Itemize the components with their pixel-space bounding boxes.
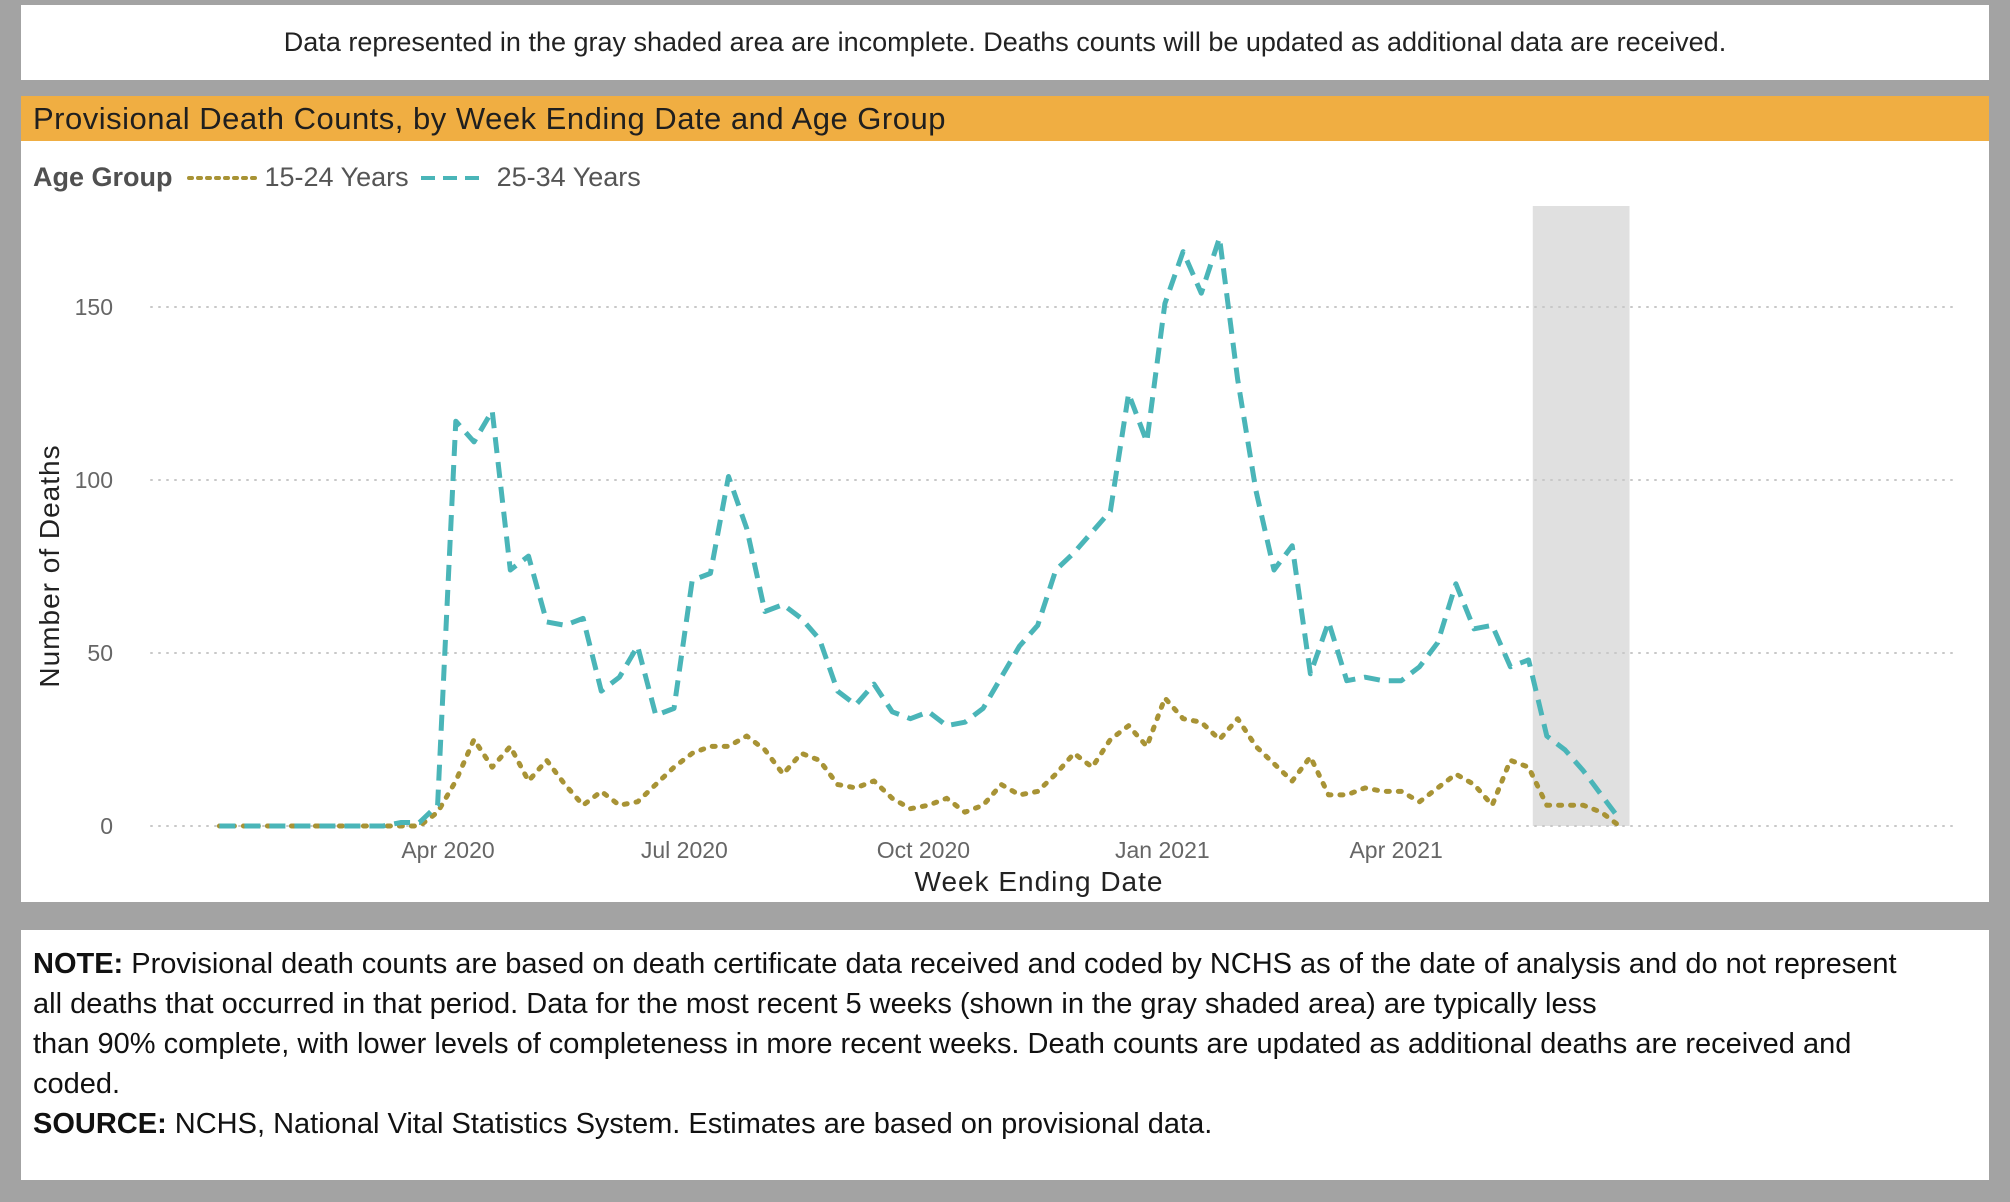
chart-title-bar: Provisional Death Counts, by Week Ending… (21, 96, 1989, 141)
chart-panel: Provisional Death Counts, by Week Ending… (21, 96, 1989, 902)
note-line-4: coded. (33, 1068, 121, 1100)
x-tick-label: Apr 2021 (1349, 837, 1442, 863)
x-axis-title: Week Ending Date (915, 866, 1164, 897)
note-line-2: all deaths that occurred in that period.… (33, 988, 1597, 1020)
chart-title: Provisional Death Counts, by Week Ending… (33, 100, 946, 136)
legend-label-25-34: 25-34 Years (496, 162, 641, 192)
series-line-15-24 (216, 695, 1622, 829)
line-chart: 0 50 100 150 Apr 2020 Jul 2020 Oct 2020 Jan 202… (34, 206, 1957, 897)
y-tick-label: 100 (75, 467, 113, 493)
x-tick-label: Apr 2020 (401, 837, 494, 863)
x-tick-label: Jan 2021 (1115, 837, 1210, 863)
legend-swatch-dotted-icon (186, 175, 257, 180)
note-line-3: than 90% complete, with lower levels of … (33, 1028, 1852, 1060)
note-paragraph: NOTE: Provisional death counts are based… (33, 944, 1977, 984)
banner-text: Data represented in the gray shaded area… (283, 27, 1727, 57)
legend-title: Age Group (33, 162, 173, 192)
x-tick-label: Oct 2020 (877, 837, 970, 863)
legend-label-15-24: 15-24 Years (264, 162, 409, 192)
legend-item-15-24[interactable]: 15-24 Years (186, 162, 409, 193)
source-paragraph: SOURCE: NCHS, National Vital Statistics … (33, 1104, 1977, 1144)
incomplete-data-banner: Data represented in the gray shaded area… (21, 5, 1989, 80)
source-label: SOURCE: (33, 1108, 167, 1140)
source-text: NCHS, National Vital Statistics System. … (166, 1108, 1213, 1140)
legend-swatch-dashed-icon (420, 175, 487, 180)
series-line-25-34 (219, 235, 1622, 829)
y-tick-label: 50 (87, 640, 113, 666)
y-tick-label: 150 (75, 294, 113, 320)
notes-panel: NOTE: Provisional death counts are based… (21, 930, 1989, 1180)
note-line-1: Provisional death counts are based on de… (123, 948, 1897, 980)
y-axis-title: Number of Deaths (34, 444, 65, 687)
chart-legend: Age Group 15-24 Years 25-34 Years (33, 162, 651, 193)
note-label: NOTE: (33, 948, 124, 980)
x-tick-label: Jul 2020 (641, 837, 728, 863)
y-tick-label: 0 (100, 813, 113, 839)
legend-item-25-34[interactable]: 25-34 Years (419, 162, 641, 193)
incomplete-data-shade (1532, 206, 1630, 826)
